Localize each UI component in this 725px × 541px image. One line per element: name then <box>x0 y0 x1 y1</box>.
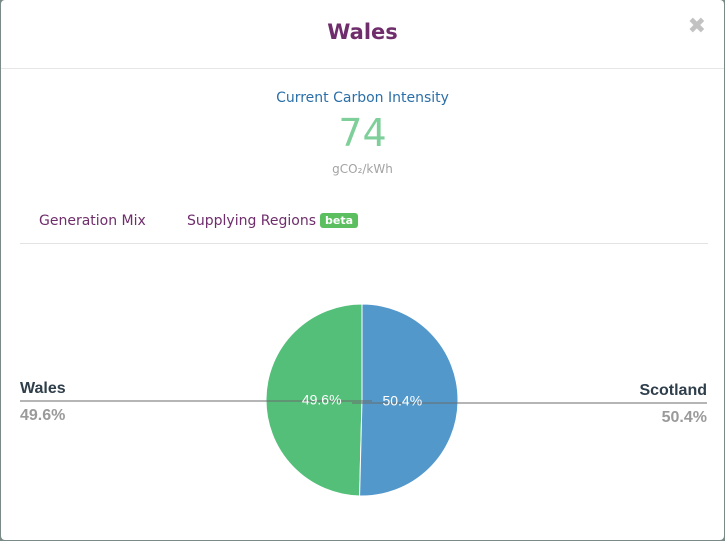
pie-slice-scotland[interactable] <box>359 303 459 497</box>
tab-generation-mix[interactable]: Generation Mix <box>39 213 146 229</box>
legend-name-wales: Wales <box>20 380 66 397</box>
tab-generation-mix-label: Generation Mix <box>39 213 146 229</box>
carbon-intensity-unit: gCO₂/kWh <box>332 162 393 176</box>
beta-badge: beta <box>320 213 359 228</box>
tab-bar: Generation Mix Supplying Regions beta <box>20 203 708 244</box>
legend-name-scotland: Scotland <box>639 382 707 399</box>
pie-slice-label-wales: 49.6% <box>302 391 342 407</box>
modal-title: Wales <box>327 20 398 44</box>
close-icon[interactable]: ✖ <box>687 14 706 39</box>
tab-supplying-regions[interactable]: Supplying Regions beta <box>187 213 359 229</box>
carbon-intensity-label: Current Carbon Intensity <box>276 90 449 106</box>
carbon-intensity-value: 74 <box>338 111 387 155</box>
tab-supplying-regions-label: Supplying Regions <box>187 213 317 229</box>
pie-slice-wales[interactable] <box>265 303 363 497</box>
legend-percent-wales: 49.6% <box>20 407 65 424</box>
pie-slice-label-scotland: 50.4% <box>382 393 422 409</box>
legend-percent-scotland: 50.4% <box>662 409 707 426</box>
modal-header: Wales ✖ <box>1 0 724 69</box>
